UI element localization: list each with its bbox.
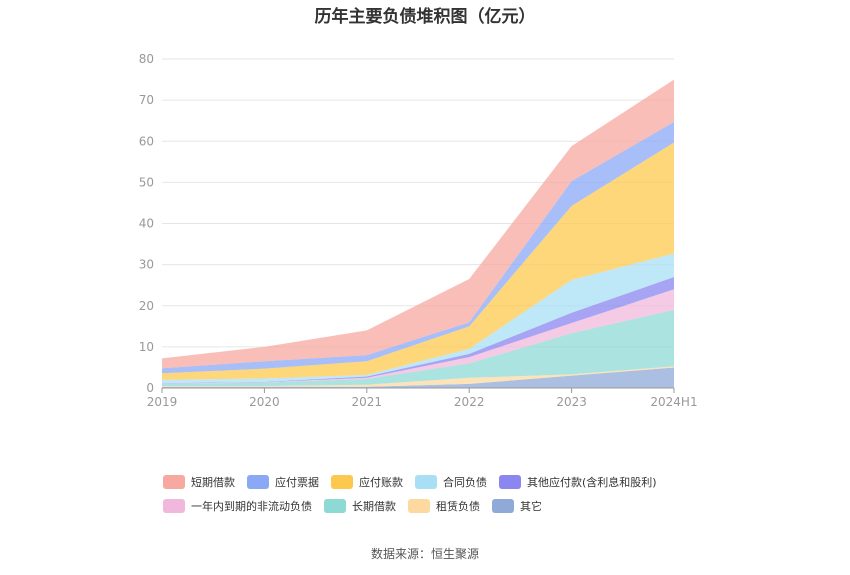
stacked-area-chart: 0 10 20 30 40 50 60 70 80 2019 2020 2021 2022 2023 202…: [139, 52, 698, 409]
area-series: [162, 142, 674, 380]
legend-label: 其他应付款(含利息和股利): [527, 476, 657, 489]
legend-item[interactable]: 合同负债: [415, 474, 487, 490]
x-tick-label: 2020: [249, 395, 280, 409]
x-tick-label: 2022: [454, 395, 485, 409]
legend-label: 短期借款: [191, 476, 235, 489]
y-tick-label: 80: [139, 52, 154, 66]
legend-item[interactable]: 短期借款: [163, 474, 235, 490]
y-tick-label: 60: [139, 134, 154, 148]
legend-item[interactable]: 长期借款: [324, 498, 396, 514]
y-tick-label: 50: [139, 175, 154, 189]
legend-label: 应付票据: [275, 476, 319, 489]
legend-swatch: [324, 499, 346, 513]
area-series: [162, 367, 674, 388]
legend-swatch: [247, 475, 269, 489]
legend-swatch: [408, 499, 430, 513]
legend-label: 租赁负债: [436, 500, 480, 513]
legend-row-1: 短期借款 应付票据 应付账款 合同负债 其他应付款(含利息和股利): [163, 470, 723, 494]
area-series: [162, 366, 674, 387]
legend-row-2: 一年内到期的非流动负债 长期借款 租赁负债 其它: [163, 494, 723, 518]
legend-swatch: [499, 475, 521, 489]
legend-swatch: [492, 499, 514, 513]
legend-swatch: [163, 475, 185, 489]
y-tick-label: 30: [139, 258, 154, 272]
y-tick-label: 20: [139, 299, 154, 313]
y-tick-label: 10: [139, 340, 154, 354]
legend-swatch: [415, 475, 437, 489]
chart-title: 历年主要负债堆积图（亿元）: [314, 7, 536, 27]
legend-item[interactable]: 应付票据: [247, 474, 319, 490]
legend-label: 合同负债: [443, 476, 487, 489]
y-tick-label: 0: [146, 381, 154, 395]
legend-swatch: [331, 475, 353, 489]
legend-label: 一年内到期的非流动负债: [191, 500, 312, 513]
x-tick-label: 2023: [556, 395, 587, 409]
legend-item[interactable]: 其他应付款(含利息和股利): [499, 474, 657, 490]
legend-swatch: [163, 499, 185, 513]
legend-label: 长期借款: [352, 500, 396, 513]
legend-label: 应付账款: [359, 476, 403, 489]
y-tick-label: 40: [139, 217, 154, 231]
y-tick-label: 70: [139, 93, 154, 107]
legend: 短期借款 应付票据 应付账款 合同负债 其他应付款(含利息和股利) 一年内到期的非流动负…: [163, 470, 723, 518]
x-tick-label: 2024H1: [650, 395, 697, 409]
legend-item[interactable]: 应付账款: [331, 474, 403, 490]
x-tick-label: 2019: [147, 395, 178, 409]
area-series: [162, 79, 674, 369]
legend-label: 其它: [520, 500, 542, 513]
data-source: 数据来源：恒生聚源: [370, 547, 479, 561]
legend-item[interactable]: 租赁负债: [408, 498, 480, 514]
legend-item[interactable]: 一年内到期的非流动负债: [163, 498, 312, 514]
area-series: [162, 309, 674, 386]
x-tick-label: 2021: [352, 395, 383, 409]
legend-item[interactable]: 其它: [492, 498, 542, 514]
